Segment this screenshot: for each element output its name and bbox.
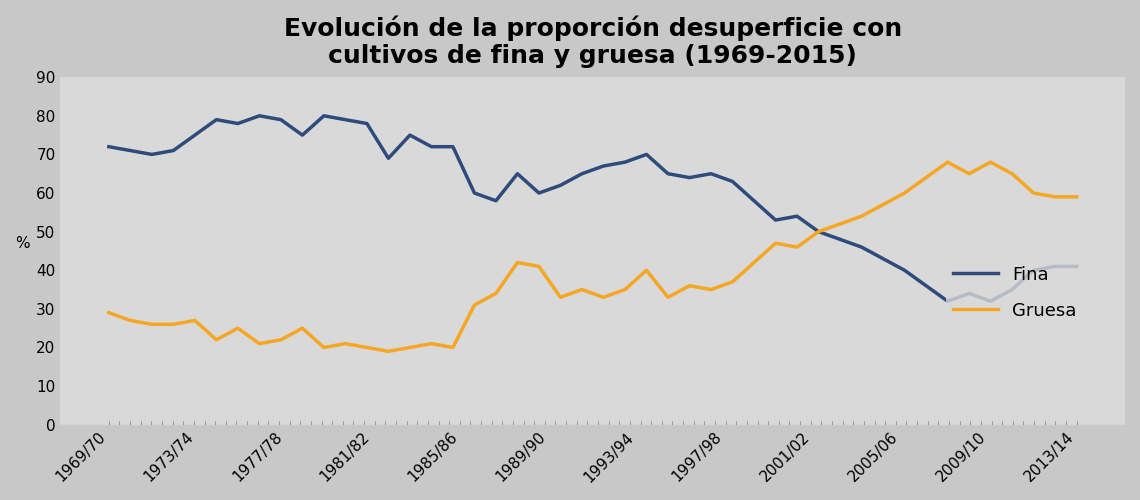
Gruesa — [790, 244, 804, 250]
Gruesa — [274, 337, 287, 343]
Y-axis label: %: % — [15, 236, 30, 251]
Gruesa — [575, 286, 588, 292]
Fina — [424, 144, 438, 150]
Gruesa — [1027, 190, 1041, 196]
Fina — [877, 256, 890, 262]
Fina — [446, 144, 459, 150]
Fina — [231, 120, 245, 126]
Gruesa — [661, 294, 675, 300]
Gruesa — [855, 213, 869, 219]
Fina — [101, 144, 115, 150]
Fina — [554, 182, 568, 188]
Gruesa — [166, 322, 180, 328]
Fina — [253, 113, 267, 119]
Gruesa — [618, 286, 632, 292]
Fina — [747, 198, 760, 204]
Gruesa — [295, 325, 309, 331]
Gruesa — [467, 302, 481, 308]
Gruesa — [554, 294, 568, 300]
Fina — [705, 170, 718, 176]
Gruesa — [123, 318, 137, 324]
Fina — [1005, 286, 1019, 292]
Fina — [339, 116, 352, 122]
Fina — [467, 190, 481, 196]
Gruesa — [833, 221, 847, 227]
Fina — [855, 244, 869, 250]
Fina — [661, 170, 675, 176]
Gruesa — [640, 268, 653, 274]
Gruesa — [360, 344, 374, 350]
Fina — [596, 163, 610, 169]
Fina — [833, 236, 847, 242]
Gruesa — [1005, 170, 1019, 176]
Fina — [940, 298, 954, 304]
Legend: Fina, Gruesa: Fina, Gruesa — [946, 258, 1084, 327]
Gruesa — [747, 260, 760, 266]
Fina — [360, 120, 374, 126]
Gruesa — [596, 294, 610, 300]
Fina — [145, 152, 158, 158]
Gruesa — [683, 282, 697, 288]
Fina — [210, 116, 223, 122]
Gruesa — [705, 286, 718, 292]
Gruesa — [511, 260, 524, 266]
Fina — [166, 148, 180, 154]
Gruesa — [726, 279, 740, 285]
Gruesa — [1049, 194, 1062, 200]
Fina — [188, 132, 202, 138]
Gruesa — [532, 264, 546, 270]
Fina — [984, 298, 998, 304]
Gruesa — [919, 174, 933, 180]
Gruesa — [339, 340, 352, 346]
Title: Evolución de la proporción desuperficie con
cultivos de fina y gruesa (1969-2015: Evolución de la proporción desuperficie … — [284, 15, 902, 68]
Fina — [768, 217, 782, 223]
Fina — [123, 148, 137, 154]
Gruesa — [897, 190, 911, 196]
Gruesa — [984, 159, 998, 165]
Gruesa — [877, 202, 890, 207]
Fina — [726, 178, 740, 184]
Line: Gruesa: Gruesa — [108, 162, 1076, 352]
Line: Fina: Fina — [108, 116, 1076, 301]
Gruesa — [317, 344, 331, 350]
Fina — [640, 152, 653, 158]
Gruesa — [446, 344, 459, 350]
Gruesa — [768, 240, 782, 246]
Fina — [532, 190, 546, 196]
Gruesa — [489, 290, 503, 296]
Fina — [489, 198, 503, 204]
Fina — [919, 282, 933, 288]
Gruesa — [188, 318, 202, 324]
Fina — [575, 170, 588, 176]
Fina — [295, 132, 309, 138]
Fina — [404, 132, 417, 138]
Fina — [812, 228, 825, 234]
Fina — [1049, 264, 1062, 270]
Gruesa — [101, 310, 115, 316]
Gruesa — [210, 337, 223, 343]
Fina — [962, 290, 976, 296]
Fina — [1027, 268, 1041, 274]
Fina — [790, 213, 804, 219]
Fina — [1069, 264, 1083, 270]
Fina — [382, 156, 396, 162]
Fina — [511, 170, 524, 176]
Gruesa — [1069, 194, 1083, 200]
Fina — [683, 174, 697, 180]
Gruesa — [145, 322, 158, 328]
Gruesa — [962, 170, 976, 176]
Fina — [317, 113, 331, 119]
Gruesa — [812, 228, 825, 234]
Fina — [274, 116, 287, 122]
Fina — [897, 268, 911, 274]
Gruesa — [424, 340, 438, 346]
Gruesa — [253, 340, 267, 346]
Gruesa — [404, 344, 417, 350]
Fina — [618, 159, 632, 165]
Gruesa — [382, 348, 396, 354]
Gruesa — [231, 325, 245, 331]
Gruesa — [940, 159, 954, 165]
